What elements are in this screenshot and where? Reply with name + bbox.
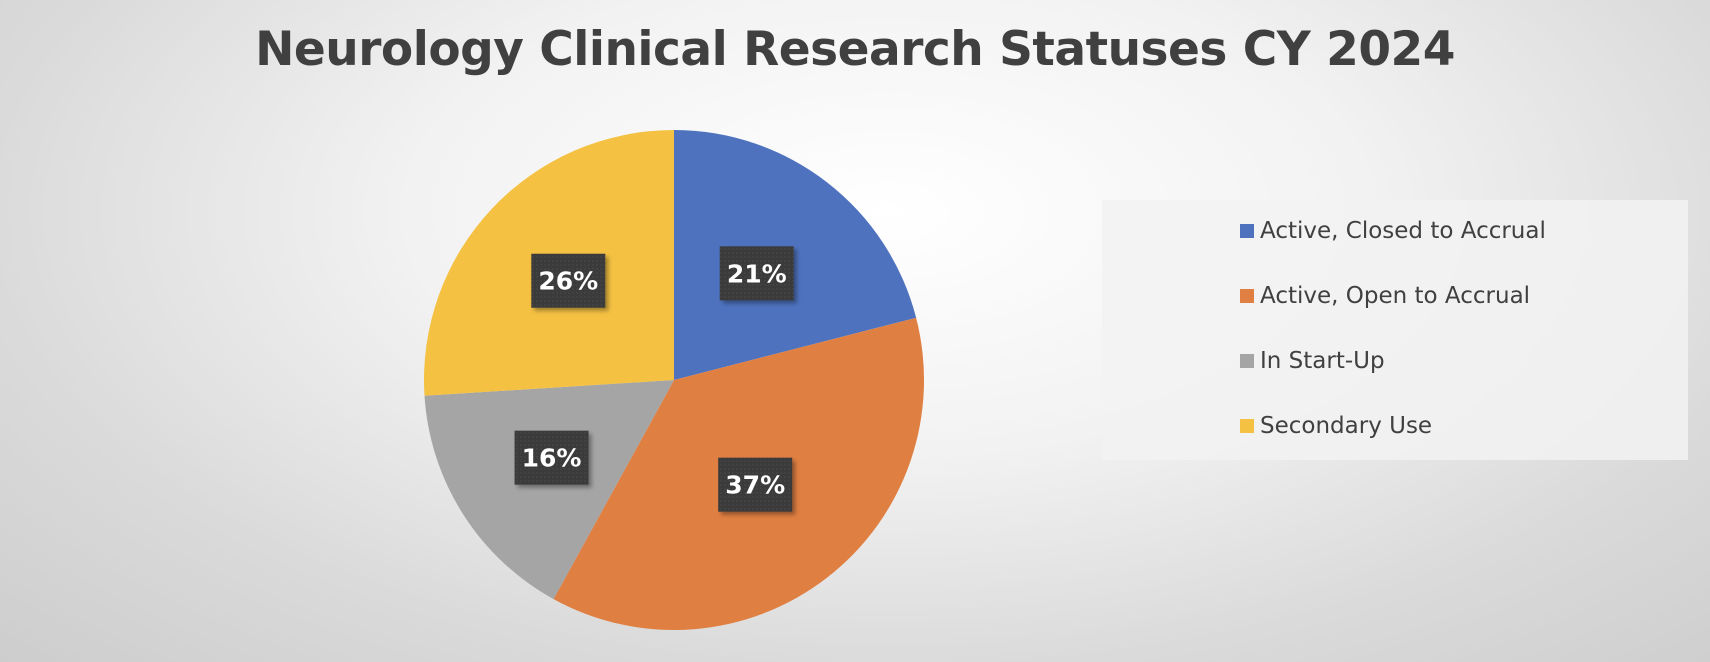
data-label-text: 26%: [538, 267, 598, 296]
data-label-box: [531, 253, 606, 308]
data-label-in-start-up: 16%: [514, 430, 589, 485]
chart-title: Neurology Clinical Research Statuses CY …: [255, 22, 1455, 77]
legend-label: Active, Closed to Accrual: [1260, 218, 1546, 244]
data-label-box: [718, 457, 793, 512]
slice-in-start-up: [424, 380, 674, 600]
legend-item-active-open: Active, Open to Accrual: [1240, 281, 1530, 311]
legend-swatch: [1240, 354, 1254, 368]
legend-item-active-closed: Active, Closed to Accrual: [1240, 216, 1546, 246]
legend-swatch: [1240, 224, 1254, 238]
legend-label: In Start-Up: [1260, 348, 1385, 374]
legend-label: Secondary Use: [1260, 413, 1433, 439]
data-labels: 21% 37% 16% 26%: [514, 246, 794, 512]
legend: Active, Closed to Accrual Active, Open t…: [1102, 200, 1688, 460]
data-label-secondary-use: 26%: [531, 253, 606, 308]
data-label-box: [719, 246, 794, 301]
data-label-box: [514, 430, 589, 485]
data-label-text: 21%: [727, 259, 787, 288]
legend-swatch: [1240, 289, 1254, 303]
data-label-text: 16%: [522, 444, 582, 473]
legend-item-secondary-use: Secondary Use: [1240, 411, 1432, 441]
legend-item-in-start-up: In Start-Up: [1240, 346, 1385, 376]
data-label-active-closed: 21%: [719, 246, 794, 301]
slice-active-closed: [674, 130, 917, 380]
pie-slices: [423, 130, 924, 631]
legend-label: Active, Open to Accrual: [1260, 283, 1531, 309]
data-label-text: 37%: [725, 471, 785, 500]
legend-swatch: [1240, 419, 1254, 433]
data-label-active-open: 37%: [718, 457, 793, 512]
